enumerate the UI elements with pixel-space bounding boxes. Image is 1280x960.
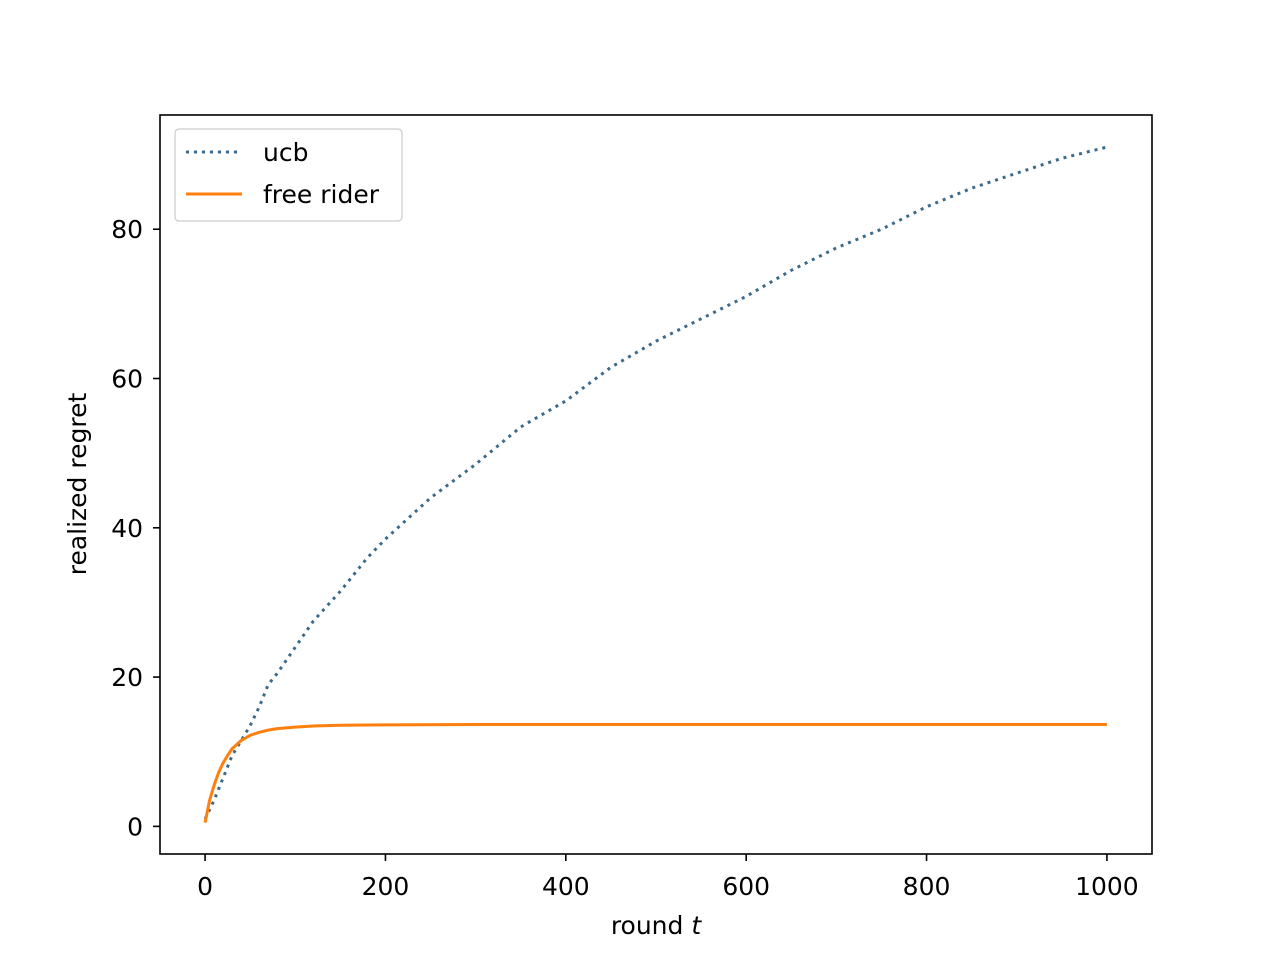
y-tick-label: 0 (127, 812, 143, 841)
y-tick-label: 80 (111, 215, 143, 244)
x-axis-label-text: round (611, 911, 684, 940)
legend: ucb free rider (174, 128, 403, 222)
legend-label-ucb: ucb (263, 138, 308, 167)
x-tick-label: 600 (722, 872, 770, 901)
x-ticks: 0 200 400 600 800 1000 (197, 854, 1139, 901)
legend-box (174, 128, 403, 222)
plot-frame (159, 114, 1153, 855)
x-axis-label-variable: t (691, 911, 702, 940)
series-layer (203, 145, 1108, 823)
legend-label-free-rider: free rider (263, 180, 380, 209)
x-tick-label: 1000 (1075, 872, 1139, 901)
y-tick-label: 20 (111, 663, 143, 692)
y-axis-label: realized regret (63, 393, 92, 576)
series-line-ucb (203, 145, 1108, 820)
y-tick-label: 40 (111, 514, 143, 543)
x-tick-label: 0 (197, 872, 213, 901)
x-axis-label: round t (611, 911, 703, 940)
x-tick-label: 400 (542, 872, 590, 901)
x-tick-label: 800 (903, 872, 951, 901)
y-tick-label: 60 (111, 365, 143, 394)
series-line-free-rider (203, 723, 1107, 823)
y-ticks: 0 20 40 60 80 (111, 215, 160, 841)
x-tick-label: 200 (362, 872, 410, 901)
